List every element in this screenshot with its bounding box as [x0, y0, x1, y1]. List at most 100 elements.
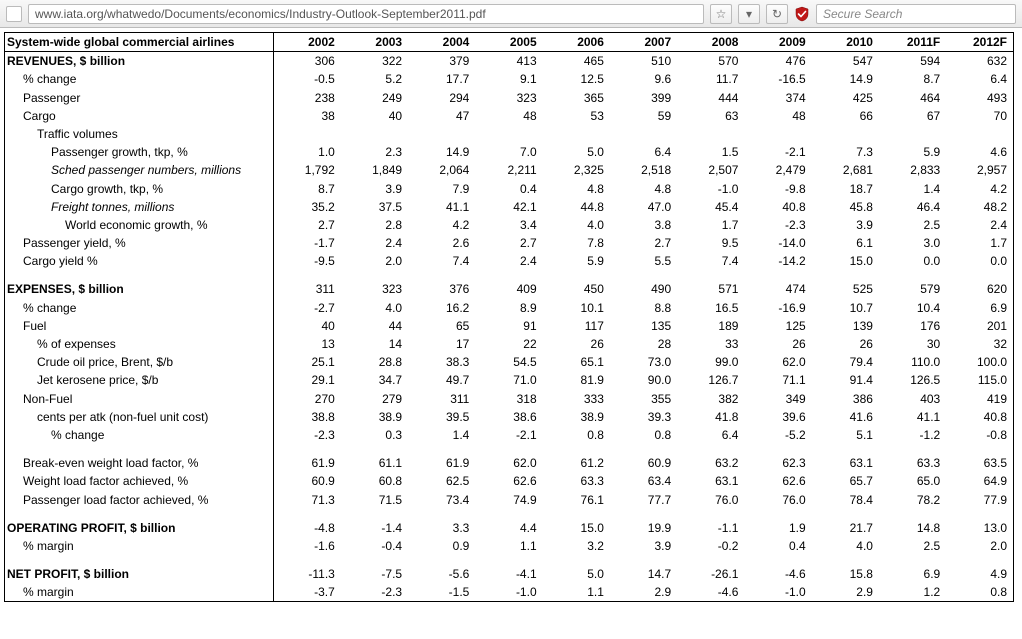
data-cell: 76.0: [744, 491, 811, 509]
data-cell: 139: [812, 317, 879, 335]
data-cell: 5.9: [879, 143, 946, 161]
data-cell: 65.7: [812, 472, 879, 490]
data-cell: 117: [543, 317, 610, 335]
search-input[interactable]: Secure Search: [816, 4, 1016, 24]
data-cell: 22: [475, 335, 542, 353]
data-cell: -1.4: [341, 519, 408, 537]
year-header: 2012F: [946, 33, 1013, 52]
reload-button[interactable]: ↻: [766, 4, 788, 24]
data-cell: 0.8: [946, 583, 1013, 602]
data-cell: 65.0: [879, 472, 946, 490]
data-cell: 1,792: [274, 161, 341, 179]
data-cell: 71.1: [744, 371, 811, 389]
data-cell: 2,833: [879, 161, 946, 179]
row-label: Cargo yield %: [5, 252, 274, 270]
data-cell: [274, 125, 341, 143]
data-cell: [744, 125, 811, 143]
data-cell: 355: [610, 390, 677, 408]
data-cell: 403: [879, 390, 946, 408]
data-cell: 1.1: [543, 583, 610, 602]
data-cell: 5.5: [610, 252, 677, 270]
data-cell: [677, 125, 744, 143]
data-cell: 270: [274, 390, 341, 408]
data-cell: 61.9: [408, 454, 475, 472]
data-cell: -11.3: [274, 565, 341, 583]
data-cell: 4.8: [610, 180, 677, 198]
data-cell: 91.4: [812, 371, 879, 389]
year-header: 2008: [677, 33, 744, 52]
data-cell: 2.4: [946, 216, 1013, 234]
data-cell: -0.4: [341, 537, 408, 555]
data-cell: 10.1: [543, 299, 610, 317]
data-cell: 6.1: [812, 234, 879, 252]
data-cell: 13.0: [946, 519, 1013, 537]
data-cell: 63.3: [879, 454, 946, 472]
data-cell: 62.6: [744, 472, 811, 490]
data-cell: 3.2: [543, 537, 610, 555]
data-cell: 476: [744, 52, 811, 71]
bookmark-star-button[interactable]: ☆: [710, 4, 732, 24]
data-cell: 1.4: [879, 180, 946, 198]
data-cell: 39.3: [610, 408, 677, 426]
table-row: Non-Fuel27027931131833335538234938640341…: [5, 390, 1014, 408]
row-label: Break-even weight load factor, %: [5, 454, 274, 472]
data-cell: 62.0: [475, 454, 542, 472]
data-cell: -0.2: [677, 537, 744, 555]
data-cell: 99.0: [677, 353, 744, 371]
data-cell: -4.6: [677, 583, 744, 602]
data-cell: 7.9: [408, 180, 475, 198]
row-label: Traffic volumes: [5, 125, 274, 143]
data-cell: 38.6: [475, 408, 542, 426]
data-cell: 306: [274, 52, 341, 71]
row-label: Fuel: [5, 317, 274, 335]
data-cell: 71.3: [274, 491, 341, 509]
data-cell: 311: [408, 390, 475, 408]
data-cell: 62.3: [744, 454, 811, 472]
data-cell: 48: [744, 107, 811, 125]
row-label: EXPENSES, $ billion: [5, 280, 274, 298]
data-cell: 30: [879, 335, 946, 353]
data-cell: -1.0: [677, 180, 744, 198]
data-cell: 28: [610, 335, 677, 353]
pdf-document-viewport: System-wide global commercial airlines 2…: [0, 28, 1022, 610]
data-cell: [341, 125, 408, 143]
table-row: NET PROFIT, $ billion-11.3-7.5-5.6-4.15.…: [5, 565, 1014, 583]
data-cell: 11.7: [677, 70, 744, 88]
data-cell: 26: [744, 335, 811, 353]
data-cell: 14: [341, 335, 408, 353]
data-cell: 44.8: [543, 198, 610, 216]
data-cell: 5.0: [543, 143, 610, 161]
data-cell: 115.0: [946, 371, 1013, 389]
data-cell: 474: [744, 280, 811, 298]
table-row: Break-even weight load factor, %61.961.1…: [5, 454, 1014, 472]
data-cell: -5.6: [408, 565, 475, 583]
url-bar[interactable]: www.iata.org/whatwedo/Documents/economic…: [28, 4, 704, 24]
data-cell: 2.0: [946, 537, 1013, 555]
bookmark-dropdown-button[interactable]: ▾: [738, 4, 760, 24]
data-cell: 60.9: [274, 472, 341, 490]
table-row: Fuel40446591117135189125139176201: [5, 317, 1014, 335]
data-cell: 450: [543, 280, 610, 298]
table-row: Sched passenger numbers, millions1,7921,…: [5, 161, 1014, 179]
data-cell: 279: [341, 390, 408, 408]
data-cell: -16.9: [744, 299, 811, 317]
table-row: World economic growth, %2.72.84.23.44.03…: [5, 216, 1014, 234]
data-cell: 16.5: [677, 299, 744, 317]
data-cell: 12.5: [543, 70, 610, 88]
data-cell: 632: [946, 52, 1013, 71]
data-cell: 2.6: [408, 234, 475, 252]
data-cell: 65: [408, 317, 475, 335]
row-label: % change: [5, 426, 274, 444]
data-cell: -1.1: [677, 519, 744, 537]
data-cell: 2.4: [341, 234, 408, 252]
data-cell: 14.9: [812, 70, 879, 88]
data-cell: 1.7: [946, 234, 1013, 252]
data-cell: 2.7: [475, 234, 542, 252]
data-cell: 47.0: [610, 198, 677, 216]
data-cell: 382: [677, 390, 744, 408]
data-cell: 2.4: [475, 252, 542, 270]
data-cell: 66: [812, 107, 879, 125]
row-label: Passenger growth, tkp, %: [5, 143, 274, 161]
data-cell: 19.9: [610, 519, 677, 537]
row-label: NET PROFIT, $ billion: [5, 565, 274, 583]
